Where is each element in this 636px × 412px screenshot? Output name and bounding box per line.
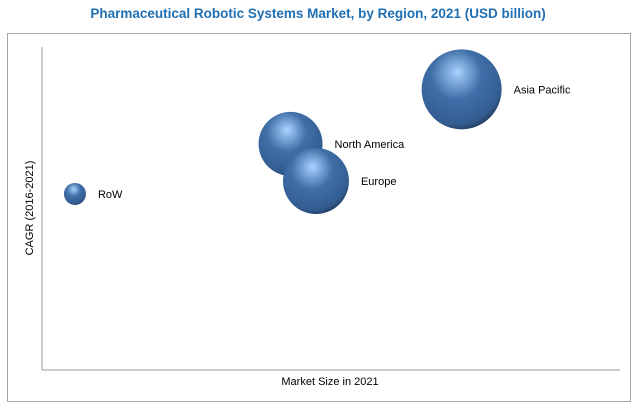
data-label: North America [335, 139, 406, 151]
x-axis-label: Market Size in 2021 [281, 376, 378, 388]
y-axis-label: CAGR (2016-2021) [24, 161, 36, 256]
data-label: Europe [361, 176, 396, 188]
data-label: RoW [98, 189, 123, 201]
bubble-asia-pacific [421, 49, 502, 130]
bubble-row [63, 182, 86, 205]
data-label: Asia Pacific [514, 84, 571, 96]
bubble-europe [282, 148, 349, 215]
chart-frame [7, 33, 631, 402]
chart-title: Pharmaceutical Robotic Systems Market, b… [90, 6, 546, 21]
